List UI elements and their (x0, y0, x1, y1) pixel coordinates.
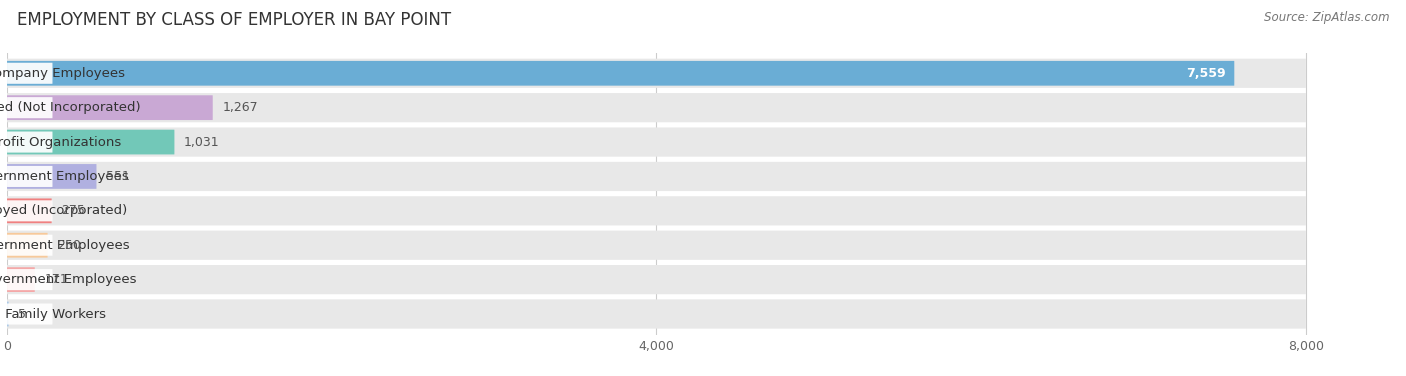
FancyBboxPatch shape (7, 200, 52, 221)
FancyBboxPatch shape (7, 162, 1306, 191)
Text: Local Government Employees: Local Government Employees (0, 170, 129, 183)
FancyBboxPatch shape (7, 63, 52, 84)
FancyBboxPatch shape (7, 61, 1234, 86)
FancyBboxPatch shape (7, 265, 1306, 294)
Text: Unpaid Family Workers: Unpaid Family Workers (0, 308, 105, 320)
Text: Self-Employed (Incorporated): Self-Employed (Incorporated) (0, 204, 128, 217)
Text: Not-for-profit Organizations: Not-for-profit Organizations (0, 136, 121, 149)
FancyBboxPatch shape (7, 230, 1306, 260)
FancyBboxPatch shape (7, 93, 1306, 122)
Text: Private Company Employees: Private Company Employees (0, 67, 125, 80)
FancyBboxPatch shape (7, 196, 1306, 226)
Text: 5: 5 (18, 308, 27, 320)
FancyBboxPatch shape (7, 269, 52, 290)
FancyBboxPatch shape (7, 130, 174, 155)
Text: 551: 551 (107, 170, 131, 183)
Text: 275: 275 (62, 204, 86, 217)
Text: EMPLOYMENT BY CLASS OF EMPLOYER IN BAY POINT: EMPLOYMENT BY CLASS OF EMPLOYER IN BAY P… (17, 11, 451, 29)
FancyBboxPatch shape (7, 267, 35, 292)
FancyBboxPatch shape (7, 59, 1306, 88)
FancyBboxPatch shape (7, 132, 52, 153)
FancyBboxPatch shape (7, 95, 212, 120)
FancyBboxPatch shape (7, 164, 97, 189)
FancyBboxPatch shape (7, 97, 52, 118)
Text: Federal Government Employees: Federal Government Employees (0, 273, 136, 286)
Text: Self-Employed (Not Incorporated): Self-Employed (Not Incorporated) (0, 101, 141, 114)
FancyBboxPatch shape (7, 303, 52, 324)
Text: 7,559: 7,559 (1187, 67, 1226, 80)
FancyBboxPatch shape (7, 235, 52, 256)
Text: 1,031: 1,031 (184, 136, 219, 149)
FancyBboxPatch shape (7, 127, 1306, 157)
FancyBboxPatch shape (7, 302, 8, 326)
Text: State Government Employees: State Government Employees (0, 239, 129, 252)
Text: 1,267: 1,267 (222, 101, 259, 114)
FancyBboxPatch shape (7, 233, 48, 258)
FancyBboxPatch shape (7, 166, 52, 187)
FancyBboxPatch shape (7, 299, 1306, 329)
Text: 250: 250 (58, 239, 82, 252)
Text: Source: ZipAtlas.com: Source: ZipAtlas.com (1264, 11, 1389, 24)
FancyBboxPatch shape (7, 199, 52, 223)
Text: 171: 171 (45, 273, 69, 286)
